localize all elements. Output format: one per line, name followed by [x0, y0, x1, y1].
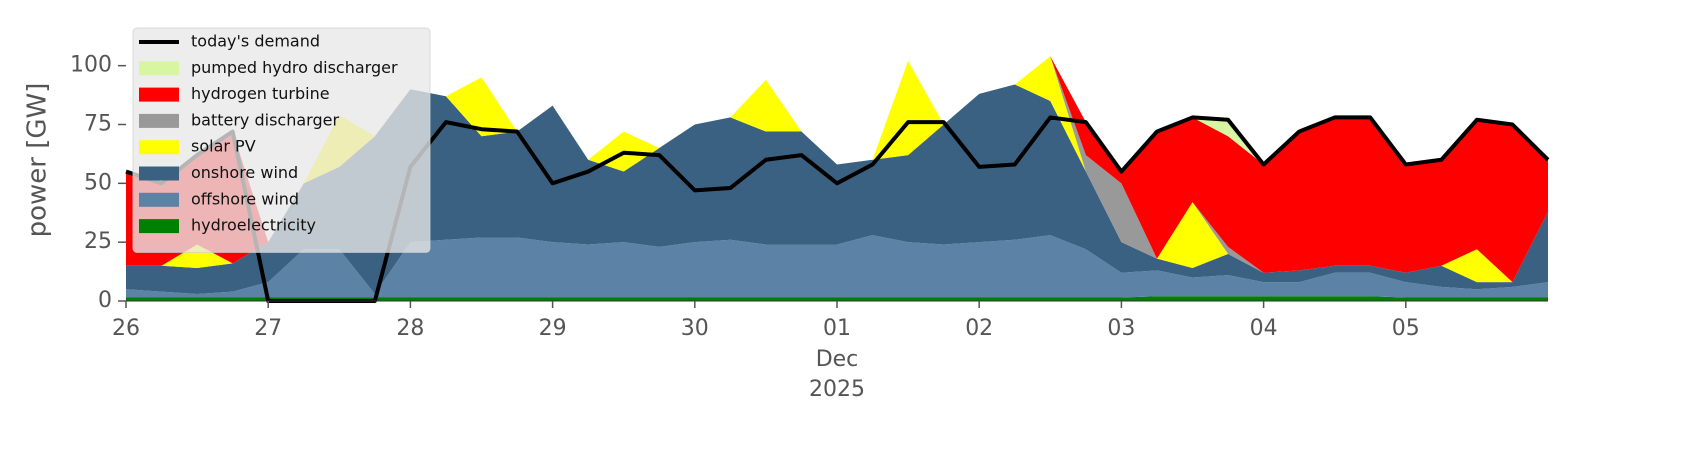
legend-swatch [139, 192, 179, 207]
y-tick-label: 0 [98, 288, 112, 313]
legend-label: hydrogen turbine [191, 84, 330, 103]
x-tick-label: 28 [396, 316, 424, 341]
x-tick-label: 01 [823, 316, 851, 341]
y-tick-label: 50 [84, 170, 112, 195]
area [126, 56, 1548, 283]
x-tick-label: 26 [112, 316, 140, 341]
y-axis-label: power [GW] [23, 83, 53, 238]
legend-swatch [139, 87, 179, 102]
area [126, 56, 1548, 283]
y-tick-label: 25 [84, 229, 112, 254]
legend-label: battery discharger [191, 110, 339, 129]
x-tick-label: 05 [1392, 316, 1420, 341]
legend-label: onshore wind [191, 163, 298, 182]
legend-label: hydroelectricity [191, 216, 316, 235]
legend-swatch [139, 61, 179, 76]
x-tick-sublabel: 2025 [809, 377, 865, 402]
legend-label: today's demand [191, 32, 320, 51]
x-tick-label: 30 [681, 316, 709, 341]
legend-label: pumped hydro discharger [191, 58, 398, 77]
x-tick-sublabel: Dec [816, 347, 859, 372]
area [126, 84, 1548, 294]
legend-label: solar PV [191, 137, 256, 156]
x-tick-label: 29 [539, 316, 567, 341]
legend-swatch [139, 166, 179, 181]
legend-swatch [139, 113, 179, 128]
area [126, 235, 1548, 298]
y-tick-label: 75 [84, 111, 112, 136]
y-tick-label: 100 [70, 53, 112, 78]
legend-box [132, 27, 431, 253]
legend-label: offshore wind [191, 189, 299, 208]
x-tick-label: 04 [1250, 316, 1278, 341]
x-tick-label: 02 [965, 316, 993, 341]
legend-swatch [139, 219, 179, 234]
x-tick-label: 03 [1107, 316, 1135, 341]
legend-swatch [139, 140, 179, 155]
x-tick-label: 27 [254, 316, 282, 341]
